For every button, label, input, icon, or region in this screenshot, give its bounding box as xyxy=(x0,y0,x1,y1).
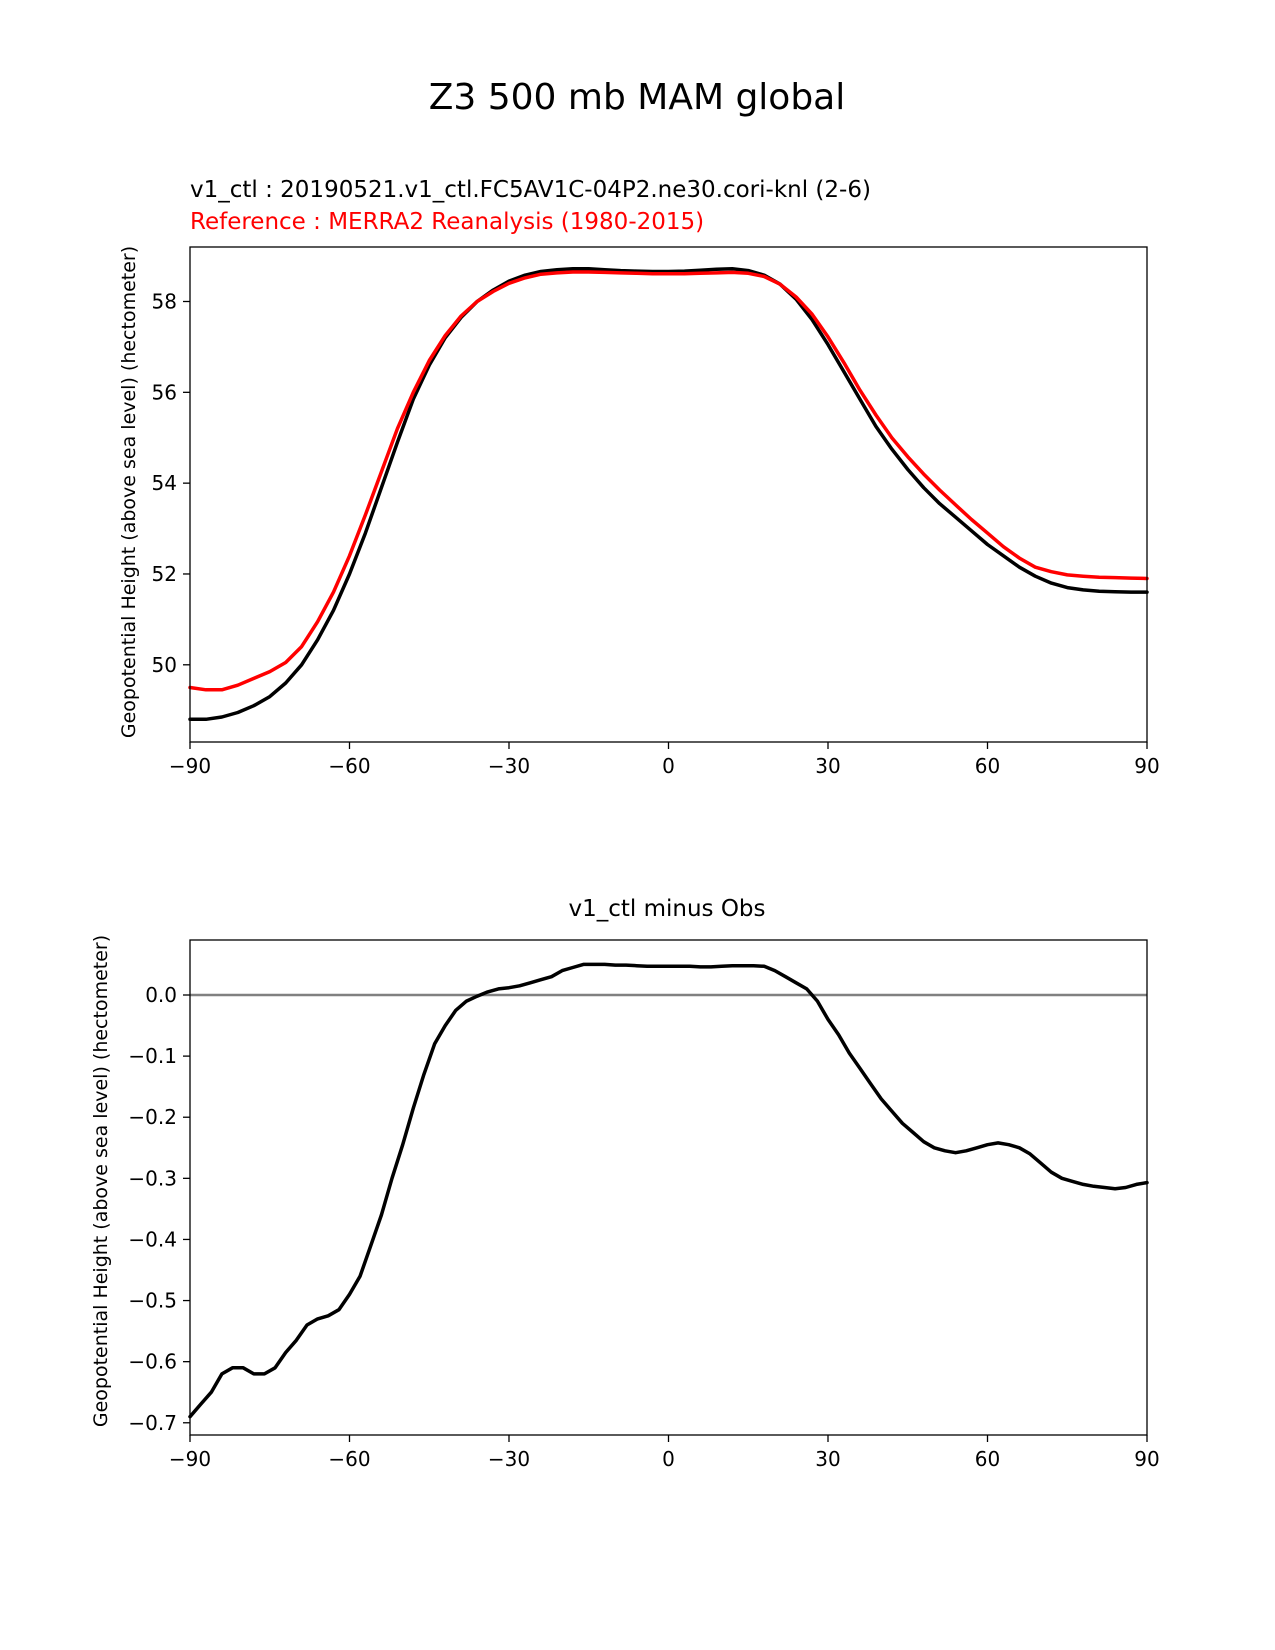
bottom-ytick-label: −0.7 xyxy=(128,1411,177,1435)
bottom-xtick-label: 90 xyxy=(1134,1447,1159,1471)
top-xtick-label: 0 xyxy=(662,754,675,778)
top-xtick-label: 90 xyxy=(1134,754,1159,778)
bottom-ytick-label: −0.6 xyxy=(128,1350,177,1374)
bottom-xtick-label: −60 xyxy=(328,1447,370,1471)
bottom-ytick-label: 0.0 xyxy=(145,983,177,1007)
bottom-xtick-label: −30 xyxy=(488,1447,530,1471)
bottom-xtick-label: −90 xyxy=(169,1447,211,1471)
bottom-ytick-label: −0.4 xyxy=(128,1227,177,1251)
top-xtick-label: −90 xyxy=(169,754,211,778)
bottom-chart-ylabel: Geopotential Height (above sea level) (h… xyxy=(90,935,112,1427)
bottom-ytick-label: −0.2 xyxy=(128,1105,177,1129)
bottom-chart: v1_ctl minus Obs Geopotential Height (ab… xyxy=(90,896,1160,1471)
top-xtick-label: −60 xyxy=(328,754,370,778)
top-ytick-label: 56 xyxy=(152,380,177,404)
bottom-xtick-label: 60 xyxy=(975,1447,1000,1471)
top-ytick-label: 58 xyxy=(152,289,177,313)
bottom-ytick-label: −0.1 xyxy=(128,1044,177,1068)
top-chart-ylabel: Geopotential Height (above sea level) (h… xyxy=(118,246,140,738)
bottom-xtick-label: 0 xyxy=(662,1447,675,1471)
top-series-reference xyxy=(188,270,1149,692)
bottom-xtick-label: 30 xyxy=(815,1447,840,1471)
top-xtick-label: −30 xyxy=(488,754,530,778)
top-xtick-label: 30 xyxy=(815,754,840,778)
top-chart-test-title: v1_ctl : 20190521.v1_ctl.FC5AV1C-04P2.ne… xyxy=(190,177,871,203)
top-ytick-label: 52 xyxy=(152,562,177,586)
top-ytick-label: 54 xyxy=(152,471,177,495)
bottom-plot-area: −90 −60 −30 0 30 60 90 0.0 −0.1 −0.2 −0.3 −0.4 −0.5 −… xyxy=(128,939,1160,1471)
figure-suptitle: Z3 500 mb MAM global xyxy=(429,77,846,118)
bottom-series-v1-ctl-minus-obs xyxy=(188,962,1149,1419)
bottom-ytick-label: −0.3 xyxy=(128,1166,177,1190)
top-chart-ref-title: Reference : MERRA2 Reanalysis (1980-2015… xyxy=(190,209,704,235)
bottom-axes-frame xyxy=(189,939,1148,1436)
bottom-chart-title: v1_ctl minus Obs xyxy=(568,896,765,922)
top-xtick-label: 60 xyxy=(975,754,1000,778)
top-axes-frame xyxy=(189,246,1148,743)
top-series-v1-ctl xyxy=(188,267,1149,722)
top-ytick-label: 50 xyxy=(152,653,177,677)
top-plot-area: −90 −60 −30 0 30 60 90 50 52 54 56 58 xyxy=(152,246,1160,778)
bottom-ytick-label: −0.5 xyxy=(128,1289,177,1313)
top-chart: v1_ctl : 20190521.v1_ctl.FC5AV1C-04P2.ne… xyxy=(118,177,1160,778)
